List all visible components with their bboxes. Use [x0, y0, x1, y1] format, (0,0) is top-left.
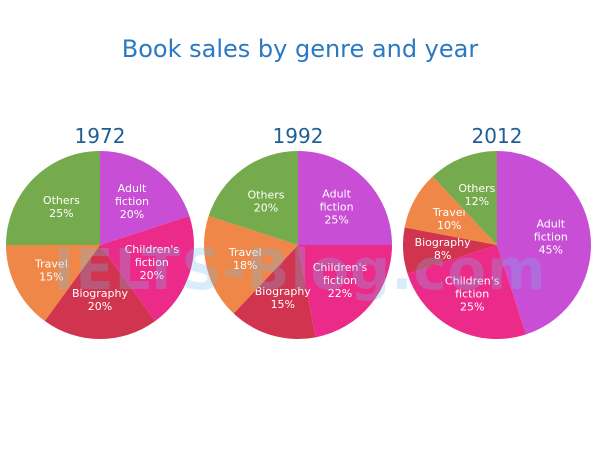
pie-chart-2012: 2012 Adult fiction 45% Children's fiction 25% B… — [402, 124, 592, 340]
pie-slice-biography — [233, 245, 316, 340]
pie-slice-adult-fiction — [497, 151, 592, 335]
pie-slice-adult-fiction — [298, 151, 392, 245]
pie-slice-children-s-fiction — [100, 215, 195, 322]
slice-label-travel: Travel 10% — [432, 206, 466, 232]
pie-chart-1972: 1972 Adult fiction 20% Children's fiction 20% B… — [6, 124, 195, 340]
pie-slice-others — [208, 151, 298, 245]
slice-label-children-s-fiction: Children's fiction 20% — [125, 243, 180, 282]
slice-label-travel: Travel 15% — [34, 257, 68, 283]
pie-chart-1992: 1992 Adult fiction 25% Children's fiction 22%B… — [203, 124, 392, 340]
pie-slice-biography — [402, 227, 497, 275]
pie-slice-children-s-fiction — [407, 245, 527, 340]
pie-title: 1972 — [75, 124, 126, 148]
main-title: Book sales by genre and year — [121, 35, 479, 63]
slice-label-others: Others 12% — [458, 182, 495, 208]
slice-label-adult-fiction: Adult fiction 25% — [320, 187, 354, 226]
slice-label-children-s-fiction: Children's fiction 25% — [445, 275, 500, 314]
slice-label-travel: Travel 18% — [228, 246, 262, 272]
pie-slice-biography — [44, 245, 156, 340]
pie-title: 1992 — [273, 124, 324, 148]
slice-label-adult-fiction: Adult fiction 20% — [115, 182, 149, 221]
slice-label-biography: Biography 15% — [255, 285, 312, 311]
pie-slice-travel — [6, 245, 100, 322]
pie-title: 2012 — [472, 124, 523, 148]
pie-slice-travel — [404, 176, 497, 245]
pie-slice-adult-fiction — [100, 151, 190, 245]
slice-label-others: Others 20% — [248, 188, 285, 214]
slice-label-adult-fiction: Adult fiction 45% — [534, 218, 568, 257]
pie-slice-others — [6, 151, 100, 245]
pie-slice-children-s-fiction — [298, 245, 392, 338]
pie-slice-others — [432, 151, 497, 245]
slice-label-biography: Biography 20% — [72, 287, 129, 313]
slice-label-others: Others 25% — [43, 194, 80, 220]
slice-label-children-s-fiction: Children's fiction 22% — [313, 261, 368, 300]
slice-label-biography: Biography 8% — [415, 236, 472, 262]
pie-slice-travel — [203, 215, 298, 314]
